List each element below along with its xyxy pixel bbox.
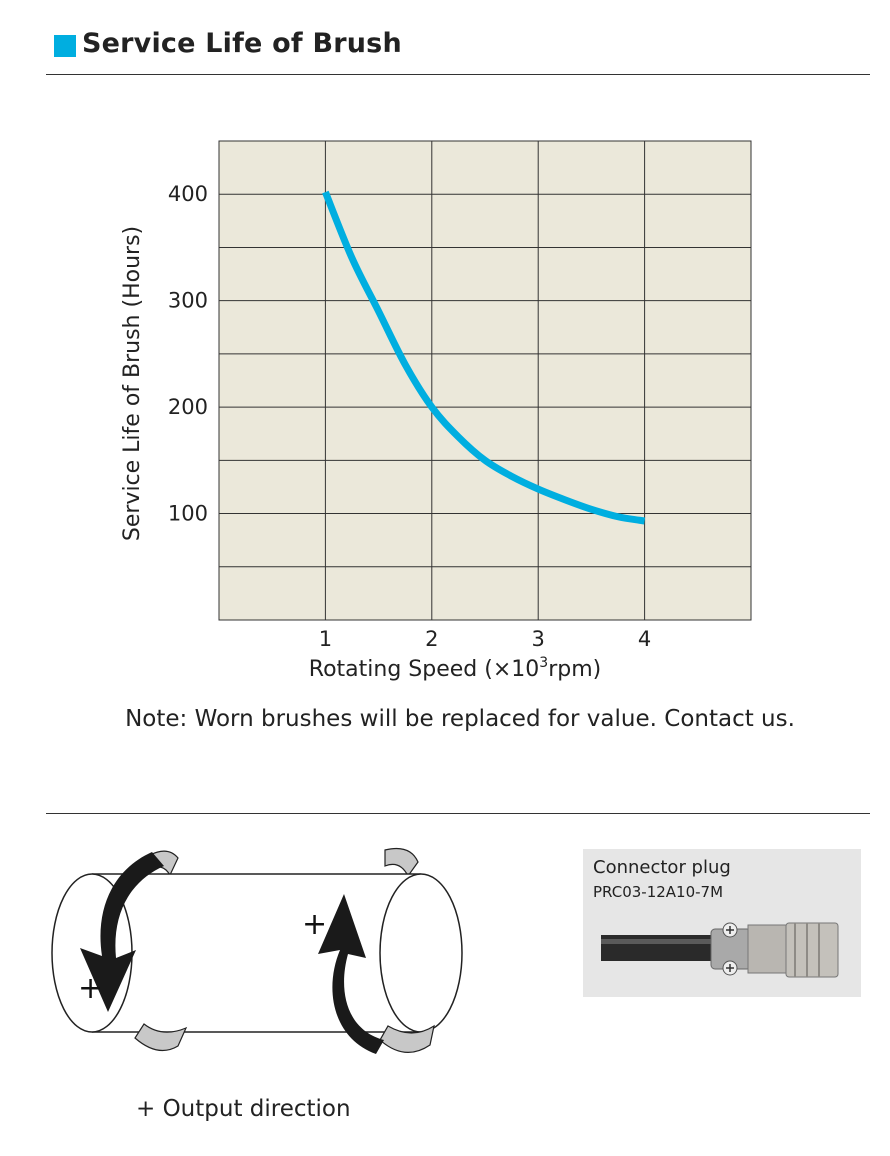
connector-title: Connector plug	[593, 857, 731, 878]
plot-area	[218, 140, 752, 621]
section-header: Service Life of Brush	[46, 28, 870, 75]
connector-panel: Connector plug PRC03-12A10-7M	[583, 849, 861, 997]
y-tick-label: 300	[168, 289, 208, 313]
x-axis-label-exponent: 3	[539, 655, 548, 671]
grid-lines	[219, 141, 751, 620]
cable	[601, 935, 713, 961]
x-tick-label: 4	[638, 627, 651, 651]
x-axis-label-main: Rotating Speed (×10	[309, 657, 539, 682]
output-direction-label: + Output direction	[136, 1096, 351, 1122]
y-tick-label: 100	[168, 502, 208, 526]
screw-bottom-cross	[726, 964, 734, 972]
series-layer	[322, 190, 646, 525]
y-tick-labels: 100 200 300 400	[168, 182, 208, 525]
rotation-arrow-right-icon	[318, 894, 384, 1054]
cylinder-right-end	[379, 873, 463, 1033]
cable-highlight	[601, 939, 713, 944]
note-text: Note: Worn brushes will be replaced for …	[125, 706, 795, 732]
x-tick-label: 3	[532, 627, 545, 651]
plus-sign-left: +	[78, 971, 103, 1006]
series-line-0	[322, 190, 646, 525]
service-life-chart: 100 200 300 400 1 2 3 4 Service Life of Brush …	[120, 140, 752, 682]
y-tick-label: 400	[168, 182, 208, 206]
screw-top-cross	[726, 926, 734, 934]
left-ring-front	[134, 1023, 188, 1052]
connector-model: PRC03-12A10-7M	[593, 883, 724, 901]
right-ring-front	[379, 1024, 435, 1053]
page-title: Service Life of Brush	[82, 28, 402, 59]
y-tick-label: 200	[168, 395, 208, 419]
section-divider	[46, 813, 870, 814]
x-tick-label: 1	[319, 627, 332, 651]
connector-sleeve	[747, 924, 789, 974]
connector-plug-image	[601, 922, 839, 978]
x-tick-label: 2	[425, 627, 438, 651]
y-axis-label: Service Life of Brush (Hours)	[120, 226, 145, 541]
output-direction-diagram: + +	[51, 847, 463, 1054]
x-axis-label: Rotating Speed (×103rpm)	[309, 655, 601, 682]
plus-sign-right: +	[302, 907, 327, 942]
x-axis-label-unit: rpm)	[548, 657, 601, 682]
title-square-icon	[54, 35, 76, 57]
x-tick-labels: 1 2 3 4	[319, 627, 652, 651]
rotation-arrow-left-icon	[80, 852, 164, 1012]
right-ring-back	[384, 847, 419, 878]
cylinder-body	[92, 873, 421, 1033]
connector-body	[785, 922, 839, 978]
